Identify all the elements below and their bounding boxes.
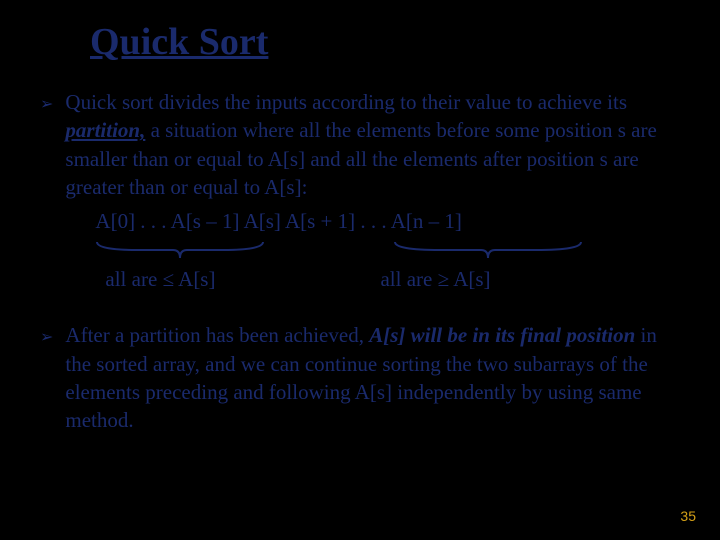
bullet-2-prefix: After a partition has been achieved,: [65, 323, 369, 347]
bullet-1-partition: partition,: [65, 118, 145, 142]
bullet-item-1: ➢ Quick sort divides the inputs accordin…: [40, 88, 680, 311]
brace-labels: all are ≤ A[s] all are ≥ A[s]: [95, 265, 680, 293]
curly-brace-right-icon: [393, 240, 583, 262]
brace-right: [393, 240, 583, 269]
bullet-1-text: Quick sort divides the inputs according …: [65, 88, 680, 311]
curly-brace-left-icon: [95, 240, 265, 262]
array-expression: A[0] . . . A[s – 1] A[s] A[s + 1] . . . …: [95, 207, 680, 235]
label-left: all are ≤ A[s]: [105, 265, 215, 293]
slide-title: Quick Sort: [90, 20, 680, 64]
bullet-1-suffix: a situation where all the elements befor…: [65, 118, 656, 199]
label-right: all are ≥ A[s]: [380, 265, 490, 293]
bullet-item-2: ➢ After a partition has been achieved, A…: [40, 321, 680, 434]
bullet-2-text: After a partition has been achieved, A[s…: [65, 321, 680, 434]
slide-container: Quick Sort ➢ Quick sort divides the inpu…: [0, 0, 720, 540]
bullet-2-final: A[s] will be in its final position: [369, 323, 635, 347]
bullet-marker-icon: ➢: [40, 94, 53, 114]
brace-left: [95, 240, 265, 269]
bullet-marker-icon: ➢: [40, 327, 53, 347]
bullet-1-prefix: Quick sort divides the inputs according …: [65, 90, 627, 114]
page-number: 35: [680, 508, 696, 524]
